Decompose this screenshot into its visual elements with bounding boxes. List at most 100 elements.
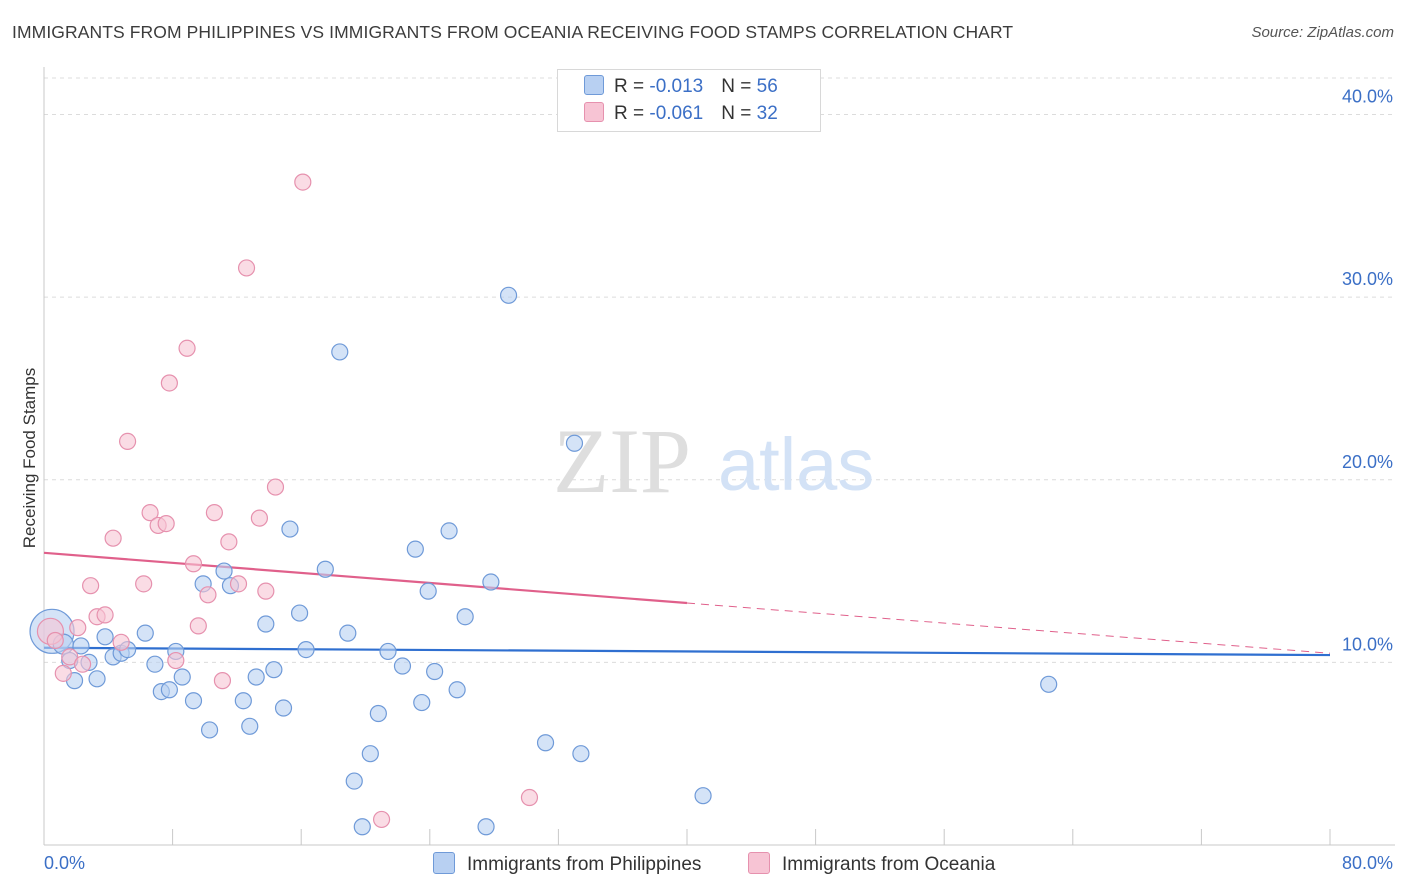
point-philippines (499, 286, 518, 304)
legend-swatch-philippines (584, 75, 604, 95)
point-philippines (215, 562, 233, 580)
point-philippines (136, 624, 154, 642)
point-oceania (205, 504, 223, 522)
point-oceania (61, 648, 79, 666)
legend-r-label: R = (614, 76, 650, 97)
point-philippines (361, 745, 379, 763)
point-oceania (229, 575, 248, 593)
point-philippines (234, 692, 252, 710)
legend-n-label: N = (721, 103, 757, 124)
x-tick-label: 80.0% (1342, 853, 1393, 873)
point-oceania (199, 586, 217, 604)
trend-line-oceania (43, 551, 688, 605)
watermark-atlas: atlas (718, 423, 874, 506)
point-oceania (104, 529, 122, 547)
point-philippines (160, 681, 178, 699)
point-philippines (281, 520, 299, 538)
point-philippines (419, 582, 437, 600)
bottom-legend-oceania: Immigrants from Oceania (748, 852, 995, 876)
point-oceania (82, 577, 100, 595)
bottom-legend-swatch-oceania (748, 852, 770, 874)
axes (43, 67, 1395, 846)
point-philippines (536, 734, 555, 752)
point-philippines (297, 640, 315, 659)
point-philippines (184, 692, 203, 710)
point-philippines (426, 662, 444, 681)
point-philippines (290, 604, 309, 622)
point-philippines (173, 668, 191, 686)
legend-r-value-philippines: -0.013 (649, 76, 704, 97)
data-points (29, 173, 1058, 836)
point-philippines (406, 540, 424, 558)
y-tick-label: 30.0% (1342, 269, 1393, 289)
tick-labels: 10.0% 20.0% 30.0% 40.0% 0.0% 80.0% (44, 87, 1393, 873)
point-philippines (200, 721, 219, 739)
point-oceania (266, 478, 285, 496)
watermark-zip: ZIP (553, 410, 691, 512)
point-oceania (46, 631, 64, 650)
point-philippines (413, 693, 431, 712)
y-tick-label: 40.0% (1342, 87, 1393, 107)
point-philippines (265, 661, 283, 679)
point-oceania (257, 582, 275, 600)
point-philippines (448, 681, 466, 699)
bottom-legend-label-oceania: Immigrants from Oceania (782, 854, 996, 875)
point-philippines (88, 670, 106, 688)
point-oceania (220, 533, 238, 551)
point-philippines (146, 655, 164, 673)
point-oceania (178, 339, 196, 357)
chart-title: IMMIGRANTS FROM PHILIPPINES VS IMMIGRANT… (12, 22, 1014, 42)
trend-line-philippines (43, 646, 1331, 657)
point-philippines (393, 657, 412, 675)
legend-row-philippines: R = -0.013 N = 56 (584, 75, 778, 99)
point-oceania (118, 432, 137, 451)
point-oceania (294, 173, 312, 191)
y-axis-title: Receiving Food Stamps (20, 368, 39, 548)
point-philippines (477, 818, 495, 836)
point-oceania (69, 619, 87, 637)
point-philippines (369, 704, 387, 723)
trend-line-oceania-extrapolated (686, 602, 1331, 654)
point-philippines (353, 818, 371, 836)
point-oceania (96, 606, 114, 624)
point-philippines (331, 343, 349, 361)
point-oceania (112, 633, 130, 651)
point-philippines (316, 560, 334, 578)
point-oceania (213, 672, 232, 690)
point-oceania (372, 810, 391, 829)
point-philippines (482, 573, 500, 591)
legend-n-value-philippines: 56 (756, 76, 778, 97)
point-oceania (167, 651, 185, 670)
point-oceania (160, 374, 178, 392)
point-oceania (184, 555, 203, 573)
point-oceania (54, 664, 72, 682)
x-tick-label: 0.0% (44, 853, 85, 873)
point-oceania (73, 655, 92, 673)
point-philippines (694, 787, 712, 805)
bottom-legend-swatch-philippines (433, 852, 455, 874)
point-oceania (141, 504, 159, 522)
source-label: Source: ZipAtlas.com (1251, 24, 1394, 41)
point-oceania (135, 575, 153, 593)
y-tick-label: 10.0% (1342, 634, 1393, 654)
legend-r-value-oceania: -0.061 (649, 103, 704, 124)
legend-n-value-oceania: 32 (756, 103, 778, 124)
point-philippines (96, 628, 114, 646)
point-philippines (339, 624, 357, 642)
point-philippines (440, 522, 458, 540)
trend-lines (43, 551, 1331, 657)
bottom-legend-philippines: Immigrants from Philippines (433, 852, 701, 876)
point-philippines (565, 434, 584, 452)
point-philippines (345, 772, 363, 790)
point-oceania (157, 514, 175, 533)
point-philippines (247, 668, 265, 686)
point-oceania (189, 617, 207, 635)
point-philippines (274, 699, 293, 717)
grid-lines (44, 77, 1395, 663)
point-philippines (257, 615, 275, 633)
point-oceania (520, 788, 539, 807)
legend-swatch-oceania (584, 102, 604, 122)
point-philippines (1040, 675, 1058, 693)
bottom-legend-label-philippines: Immigrants from Philippines (467, 854, 702, 875)
